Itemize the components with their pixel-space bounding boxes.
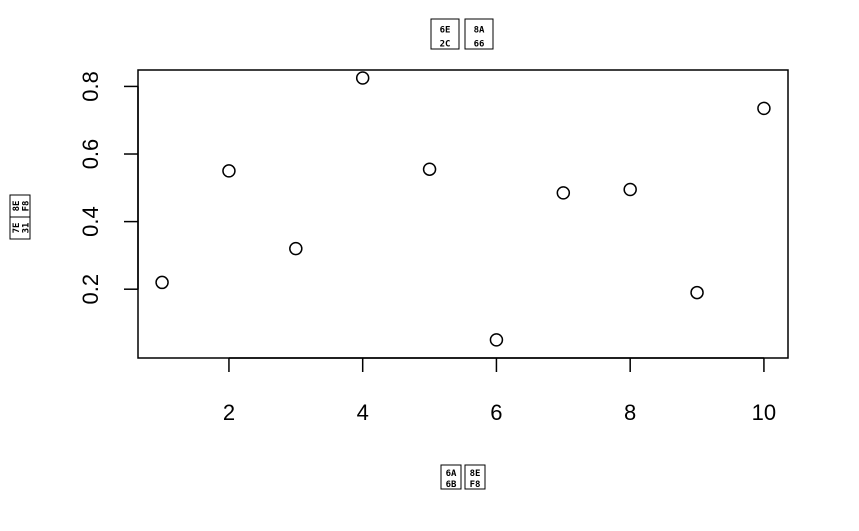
x-tick-label: 10 [752,400,776,425]
tofu-box [440,464,462,490]
x-tick-label: 8 [624,400,636,425]
tofu-code: 8E [12,201,22,212]
y-tick-label: 0.8 [78,71,103,102]
tofu-code: 8A [474,26,485,36]
tofu-box [9,194,31,218]
data-point [623,182,637,197]
tofu-code: 6E [440,26,451,36]
tofu-code: 6B [446,480,457,490]
tofu-code: 7E [12,223,22,234]
data-point [155,275,169,290]
tofu-code: 66 [474,40,485,50]
tofu-code: 8E [470,469,481,479]
tofu-code: F8 [21,201,31,212]
data-point [222,164,236,178]
data-point [489,333,504,347]
tofu-box [464,464,486,490]
y-axis-label: 7E 31 8E F8 [9,194,31,240]
tofu-code: 2C [440,40,451,50]
y-tick-label: 0.2 [78,274,103,305]
data-point [289,241,303,256]
tofu-code: F8 [470,480,481,490]
data-point [355,71,370,85]
tofu-code: 31 [21,223,31,234]
data-points [155,71,771,347]
data-point [556,186,571,200]
data-point [690,285,704,300]
y-tick-label: 0.4 [78,206,103,237]
data-point [422,162,437,176]
x-tick-label: 6 [490,400,502,425]
y-tick-label: 0.6 [78,139,103,170]
x-tick-label: 4 [357,400,369,425]
tofu-code: 6A [446,469,457,479]
x-tick-label: 2 [223,400,235,425]
x-axis: 2 4 6 8 10 [223,357,776,425]
y-axis: 0.2 0.4 0.6 0.8 [78,71,139,305]
tofu-box [464,18,494,50]
tofu-box [430,18,460,50]
data-point [757,101,771,116]
